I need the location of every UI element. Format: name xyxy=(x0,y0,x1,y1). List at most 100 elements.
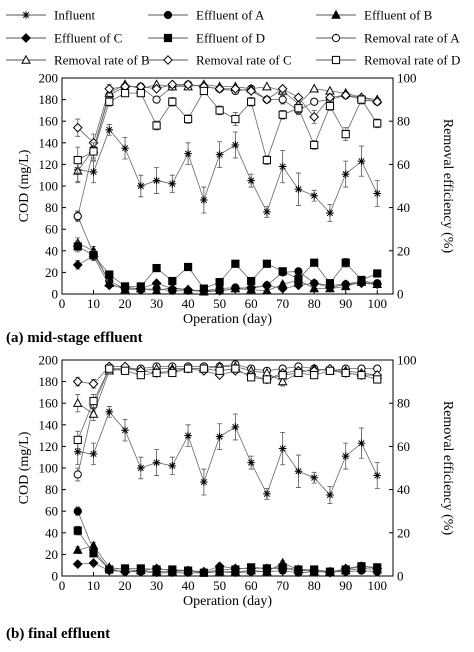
data-point xyxy=(151,83,162,94)
data-point xyxy=(199,86,208,96)
data-point xyxy=(262,259,272,268)
panel-a-y-tick-label: 40 xyxy=(45,243,58,258)
panel-b-caption: (b) final effluent xyxy=(6,626,111,642)
panel-b-x-tick-label: 40 xyxy=(182,578,195,593)
panel-b-y2-axis-label: Removal efficiency (%) xyxy=(440,401,455,536)
panel-b-y-tick-label: 140 xyxy=(39,417,59,432)
data-point xyxy=(278,162,287,171)
data-point xyxy=(246,86,257,96)
data-point xyxy=(88,408,99,418)
panel-b-series-removal-rate-of-b xyxy=(72,361,383,421)
data-point xyxy=(199,568,208,577)
panel-a-y-tick-label: 100 xyxy=(39,179,59,194)
data-point xyxy=(340,90,351,101)
data-point xyxy=(294,104,303,113)
data-point xyxy=(247,458,255,467)
data-point xyxy=(104,83,115,94)
legend-label: Removal rate of A xyxy=(364,31,460,46)
data-point xyxy=(341,452,350,460)
data-point xyxy=(168,368,177,378)
legend-item-effluent-of-d: Effluent of D xyxy=(148,31,265,46)
data-point xyxy=(262,155,272,165)
panel-b-series-effluent-of-a xyxy=(73,506,382,577)
data-point xyxy=(183,79,194,90)
data-point xyxy=(278,444,287,453)
panel-a-x-tick-label: 30 xyxy=(150,296,163,311)
panel-b-y-tick-label: 160 xyxy=(39,396,59,411)
data-point xyxy=(310,97,319,106)
legend-item-effluent-of-c: Effluent of C xyxy=(6,31,122,46)
panel-b-y-tick-label: 20 xyxy=(45,547,58,562)
panel-b-y-tick-label: 40 xyxy=(45,525,58,540)
panel-a-series-influent xyxy=(73,124,382,223)
data-point xyxy=(136,371,145,380)
panel-b-x-tick-label: 100 xyxy=(367,578,387,593)
data-point xyxy=(105,364,114,373)
panel-b-x-tick-label: 50 xyxy=(213,578,226,593)
data-point xyxy=(310,258,319,267)
panel-a-y-tick-label: 160 xyxy=(39,114,59,129)
series-line xyxy=(77,511,378,574)
data-point xyxy=(105,408,114,416)
legend-label: Removal rate of D xyxy=(364,53,460,68)
data-point xyxy=(325,101,335,111)
data-point xyxy=(183,114,193,124)
panel-a-x-tick-label: 50 xyxy=(213,296,226,311)
data-point xyxy=(152,121,161,130)
legend-item-removal-rate-of-b: Removal rate of B xyxy=(6,53,150,68)
data-point xyxy=(230,283,241,294)
panel-a-x-tick-label: 70 xyxy=(276,296,289,311)
data-point xyxy=(120,366,130,375)
legend-marker xyxy=(331,9,341,19)
data-point xyxy=(120,564,130,573)
data-point xyxy=(214,83,225,94)
data-point xyxy=(357,95,366,104)
data-point xyxy=(231,423,240,431)
panel-b-plot-frame xyxy=(61,359,394,577)
data-point xyxy=(72,397,83,407)
data-point xyxy=(262,375,272,384)
data-point xyxy=(89,168,98,176)
data-point xyxy=(89,549,98,558)
data-point xyxy=(310,140,319,150)
data-point xyxy=(152,368,161,378)
data-point xyxy=(215,565,224,574)
data-point xyxy=(200,478,208,486)
legend-item-effluent-of-a: Effluent of A xyxy=(148,8,265,23)
data-point xyxy=(309,83,320,93)
data-point xyxy=(105,270,114,279)
panel-a-y2-tick-label: 40 xyxy=(397,200,410,215)
data-point xyxy=(104,280,115,291)
data-point xyxy=(247,97,256,106)
chart-legend: Influent Effluent of A Effluent of B Efflue… xyxy=(6,8,460,68)
panel-b-x-tick-label: 90 xyxy=(339,578,352,593)
data-point xyxy=(88,540,99,550)
data-point xyxy=(294,267,303,276)
panel-b-x-tick-label: 0 xyxy=(59,578,66,593)
panel-a-x-tick-label: 40 xyxy=(182,296,195,311)
panel-a-y2-tick-label: 80 xyxy=(397,114,410,129)
panel-b-y-tick-label: 120 xyxy=(39,439,59,454)
panel-a-x-tick-label: 100 xyxy=(367,296,387,311)
panel-a-series-removal-rate-of-a xyxy=(73,80,382,221)
panel-b-x-tick-label: 80 xyxy=(308,578,321,593)
panel-b-x-tick-label: 70 xyxy=(276,578,289,593)
data-point xyxy=(263,208,271,216)
data-point xyxy=(294,185,303,194)
data-point xyxy=(310,565,319,574)
data-point xyxy=(278,110,287,119)
panel-b-series-removal-rate-of-d xyxy=(73,364,382,449)
data-point xyxy=(136,564,145,573)
data-point xyxy=(341,170,350,178)
data-point xyxy=(183,364,193,373)
data-point xyxy=(263,490,271,498)
panel-b-series-removal-rate-of-a xyxy=(73,360,382,482)
data-point xyxy=(137,464,145,472)
data-point xyxy=(88,558,99,568)
data-point xyxy=(183,284,194,295)
panel-a-series-effluent-of-d xyxy=(73,240,382,293)
legend-label: Removal rate of C xyxy=(196,53,292,68)
data-point xyxy=(168,462,177,470)
data-point xyxy=(168,97,177,106)
panel-a-caption: (a) mid-stage effluent xyxy=(6,330,143,346)
